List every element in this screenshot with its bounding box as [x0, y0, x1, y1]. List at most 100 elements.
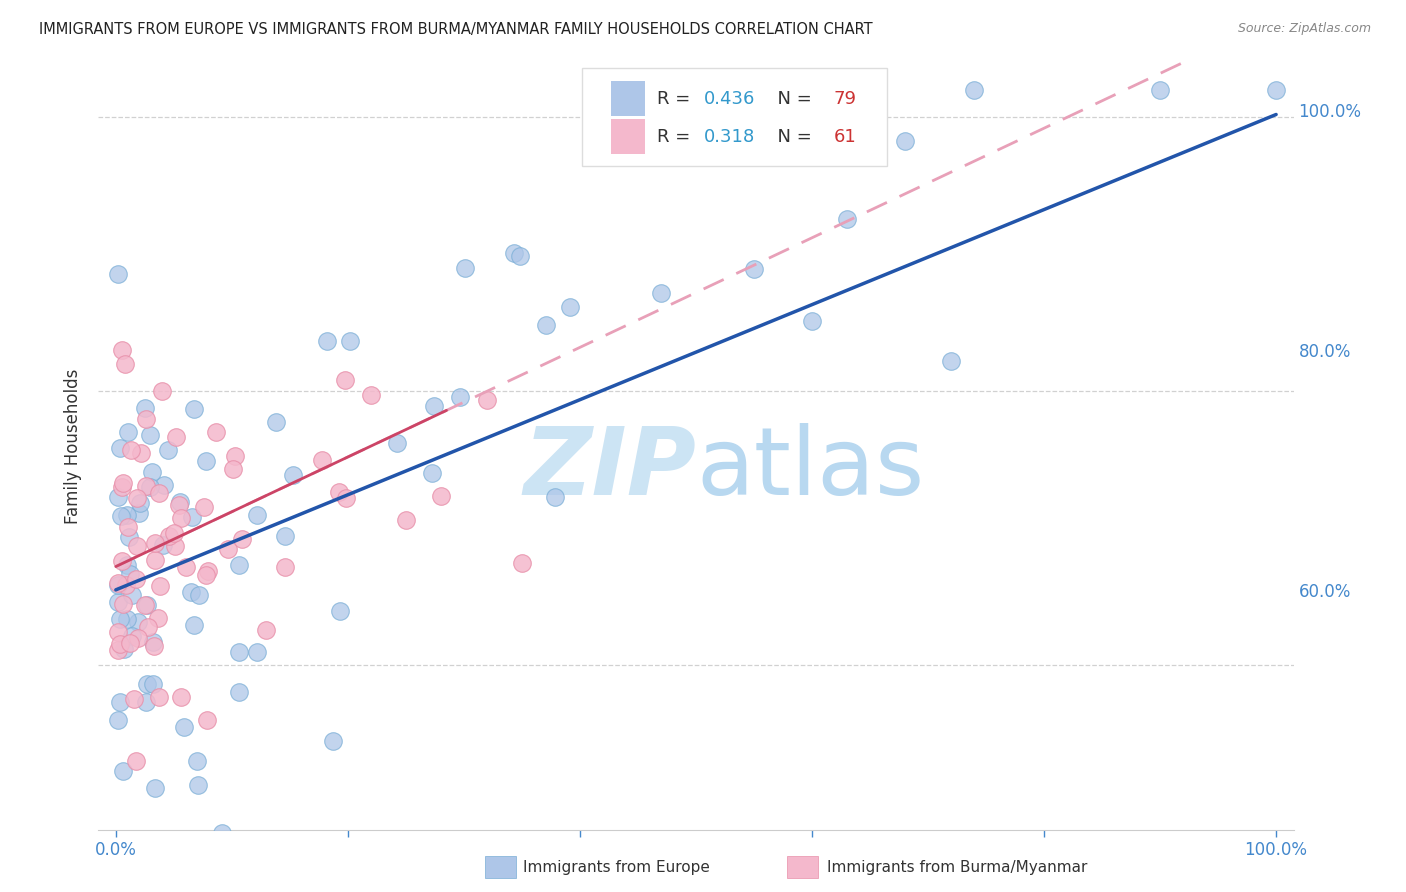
Point: [122, 692, 145, 706]
Point: [125, 754, 148, 768]
Text: atlas: atlas: [696, 423, 924, 515]
Point: [180, 584, 202, 599]
Point: [742, 262, 765, 277]
Point: [169, 495, 191, 509]
Point: [115, 612, 138, 626]
Point: [941, 354, 963, 368]
Point: [228, 558, 250, 572]
Point: [385, 436, 408, 450]
Point: [165, 430, 187, 444]
Point: [142, 677, 165, 691]
Point: [217, 541, 239, 556]
Point: [127, 631, 149, 645]
Text: N =: N =: [766, 90, 818, 108]
Point: [111, 480, 134, 494]
Point: [139, 427, 162, 442]
Point: [801, 314, 824, 328]
Point: [246, 508, 269, 522]
Point: [453, 260, 475, 275]
Point: [156, 442, 179, 457]
Point: [112, 641, 135, 656]
Point: [121, 629, 143, 643]
Point: [112, 476, 135, 491]
Y-axis label: Family Households: Family Households: [65, 368, 83, 524]
Point: [110, 508, 132, 523]
Text: Immigrants from Burma/Myanmar: Immigrants from Burma/Myanmar: [827, 860, 1087, 874]
Point: [141, 465, 163, 479]
Point: [108, 637, 131, 651]
Point: [194, 454, 217, 468]
Point: [152, 538, 174, 552]
Point: [117, 520, 139, 534]
Point: [222, 462, 245, 476]
Text: Source: ZipAtlas.com: Source: ZipAtlas.com: [1237, 22, 1371, 36]
FancyBboxPatch shape: [582, 68, 887, 166]
Point: [560, 300, 582, 314]
Point: [115, 578, 138, 592]
Point: [429, 489, 451, 503]
Point: [503, 246, 526, 260]
Point: [150, 384, 173, 399]
Point: [117, 425, 139, 439]
Point: [110, 695, 132, 709]
Point: [422, 467, 444, 481]
Point: [128, 506, 150, 520]
Point: [335, 373, 357, 387]
Point: [211, 826, 233, 840]
Point: [118, 636, 141, 650]
Point: [475, 393, 498, 408]
Point: [138, 620, 160, 634]
Point: [360, 388, 382, 402]
Point: [322, 733, 344, 747]
Text: 0.318: 0.318: [704, 128, 755, 145]
Text: Immigrants from Europe: Immigrants from Europe: [523, 860, 710, 874]
Point: [135, 479, 157, 493]
Point: [509, 249, 531, 263]
Point: [112, 598, 135, 612]
Point: [135, 411, 157, 425]
Point: [963, 83, 986, 97]
Point: [316, 334, 339, 348]
Point: [163, 525, 186, 540]
Point: [115, 558, 138, 573]
Point: [188, 589, 211, 603]
Point: [194, 568, 217, 582]
Point: [281, 468, 304, 483]
Text: N =: N =: [766, 128, 818, 145]
Point: [143, 536, 166, 550]
Text: 79: 79: [834, 90, 856, 108]
Point: [449, 390, 471, 404]
Point: [395, 513, 418, 527]
Point: [197, 713, 219, 727]
Point: [170, 510, 193, 524]
Point: [183, 401, 205, 416]
Point: [107, 578, 129, 592]
Point: [264, 415, 287, 429]
Point: [108, 612, 131, 626]
Point: [193, 500, 215, 514]
Point: [135, 677, 157, 691]
Point: [136, 598, 159, 612]
Point: [273, 559, 295, 574]
Point: [231, 533, 253, 547]
Point: [107, 576, 129, 591]
Point: [125, 572, 148, 586]
Point: [339, 334, 361, 348]
Point: [650, 286, 672, 301]
Point: [129, 495, 152, 509]
Point: [143, 553, 166, 567]
Point: [129, 446, 152, 460]
Point: [245, 645, 267, 659]
Point: [134, 401, 156, 415]
Text: 61: 61: [834, 128, 856, 145]
Point: [127, 615, 149, 629]
Point: [107, 490, 129, 504]
Point: [835, 211, 858, 226]
Point: [1149, 83, 1171, 97]
Point: [139, 480, 162, 494]
Text: IMMIGRANTS FROM EUROPE VS IMMIGRANTS FROM BURMA/MYANMAR FAMILY HOUSEHOLDS CORREL: IMMIGRANTS FROM EUROPE VS IMMIGRANTS FRO…: [39, 22, 873, 37]
Point: [149, 579, 172, 593]
Text: R =: R =: [657, 90, 696, 108]
Point: [107, 595, 129, 609]
Point: [121, 442, 143, 457]
